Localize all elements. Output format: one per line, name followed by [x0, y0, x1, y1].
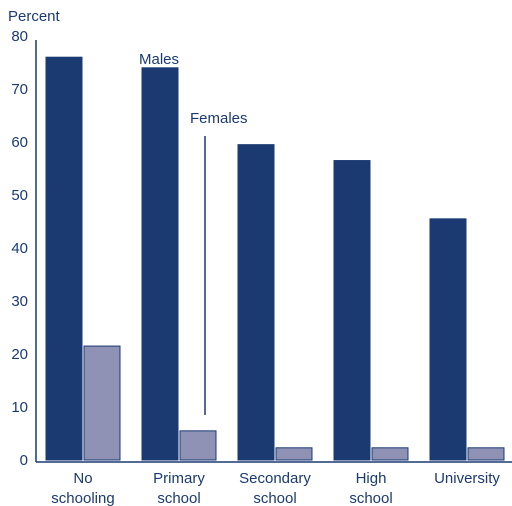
category-label: school	[349, 490, 392, 506]
y-tick-label: 0	[20, 452, 28, 469]
y-tick-label: 20	[11, 346, 28, 363]
category-label: school	[157, 490, 200, 506]
y-tick-label: 30	[11, 293, 28, 310]
category-label: Secondary	[239, 470, 311, 487]
females-annotation: Females	[190, 110, 248, 127]
y-tick-label: 10	[11, 399, 28, 416]
y-tick-label: 60	[11, 134, 28, 151]
y-tick-label: 50	[11, 187, 28, 204]
males-annotation: Males	[139, 51, 179, 68]
y-tick-label: 70	[11, 81, 28, 98]
female-bar-0	[83, 345, 121, 461]
female-bar-4	[467, 447, 505, 461]
category-label: schooling	[51, 490, 114, 506]
male-bar-1	[141, 67, 179, 461]
y-tick-label: 40	[11, 240, 28, 257]
bars	[45, 56, 505, 461]
female-bar-1	[179, 430, 217, 461]
female-bar-2	[275, 447, 313, 461]
category-label: University	[434, 470, 500, 487]
category-label: school	[253, 490, 296, 506]
y-tick-labels: 0 10 20 30 40 50 60 70 80	[11, 28, 28, 469]
female-bar-3	[371, 447, 409, 461]
male-bar-3	[333, 160, 371, 461]
category-label: No	[73, 470, 92, 487]
y-tick-label: 80	[11, 28, 28, 45]
male-bar-4	[429, 218, 467, 461]
category-label: High	[356, 470, 387, 487]
y-axis-label: Percent	[8, 8, 61, 25]
category-label: Primary	[153, 470, 205, 487]
category-labels: No schooling Primary school Secondary school H…	[51, 470, 500, 506]
male-bar-2	[237, 144, 275, 461]
male-bar-0	[45, 56, 83, 461]
